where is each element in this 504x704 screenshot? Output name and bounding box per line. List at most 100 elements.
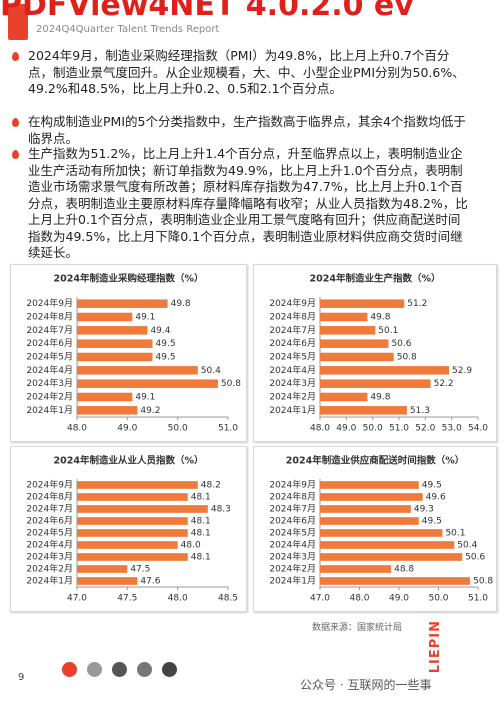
y-tick-label: 2024年9月: [269, 479, 316, 491]
data-label: 47.5: [130, 565, 150, 575]
y-tick-label: 2024年7月: [26, 324, 73, 336]
y-tick-label: 2024年9月: [26, 479, 73, 491]
data-label: 52.9: [452, 366, 472, 376]
data-label: 50.1: [378, 326, 398, 336]
data-label: 51.3: [410, 406, 430, 416]
y-tick-label: 2024年3月: [269, 551, 316, 563]
brand: LIEPIN: [428, 620, 443, 674]
bar: [320, 529, 443, 537]
y-tick-label: 2024年8月: [269, 311, 316, 323]
bar: [77, 366, 198, 375]
icons: [62, 662, 187, 681]
data-label: 50.8: [473, 577, 493, 587]
data-label: 49.8: [370, 393, 390, 403]
x-tick-label: 47.5: [117, 594, 137, 604]
x-tick-label: 49.0: [336, 424, 356, 434]
x-tick-label: 48.0: [310, 424, 330, 434]
y-tick-label: 2024年6月: [26, 515, 73, 527]
y-tick-label: 2024年9月: [269, 297, 316, 309]
data-label: 49.8: [171, 299, 191, 309]
data-label: 49.3: [414, 505, 434, 515]
bar: [320, 505, 411, 513]
x-tick-label: 52.0: [415, 424, 435, 434]
x-tick-label: 48.0: [67, 424, 87, 434]
y-tick-label: 2024年5月: [269, 527, 316, 539]
data-label: 48.1: [191, 493, 211, 503]
bar: [77, 541, 178, 549]
data-label: 49.1: [135, 313, 155, 323]
chart-title: 2024年制造业生产指数（%）: [310, 273, 441, 285]
y-tick-label: 2024年5月: [269, 351, 316, 363]
data-label: 47.6: [140, 577, 160, 587]
bar: [320, 406, 407, 415]
y-tick-label: 2024年6月: [269, 337, 316, 349]
bar: [77, 517, 188, 525]
data-label: 49.5: [156, 353, 176, 363]
bullet: [12, 150, 19, 159]
chart-title: 2024年制造业供应商配送时间指数（%）: [286, 455, 464, 467]
y-tick-label: 2024年8月: [269, 491, 316, 503]
bar: [77, 299, 168, 308]
data-label: 50.4: [201, 366, 221, 376]
x-tick-label: 48.5: [218, 594, 238, 604]
bar: [320, 352, 394, 362]
y-tick-label: 2024年4月: [26, 364, 73, 376]
bar: [77, 339, 153, 348]
bar: [77, 565, 128, 573]
data-label: 50.1: [445, 529, 465, 539]
data-label: 50.6: [465, 553, 485, 563]
bar: [320, 392, 368, 402]
bar: [77, 553, 188, 561]
text: 生产指数为51.2%，比上月上升1.4个百分点，升至临界点以上，表明制造业企业生…: [28, 146, 468, 260]
y-tick-label: 2024年2月: [26, 391, 73, 403]
y-tick-label: 2024年6月: [26, 337, 73, 349]
x-tick-label: 50.0: [363, 424, 383, 434]
data-label: 50.8: [397, 353, 417, 363]
y-tick-label: 2024年5月: [26, 527, 73, 539]
x-tick-label: 51.0: [468, 594, 488, 604]
y-tick-label: 2024年4月: [269, 364, 316, 376]
bar: [320, 553, 463, 561]
x-tick-label: 54.0: [468, 424, 488, 434]
bar: [320, 541, 455, 549]
bar: [77, 392, 133, 402]
y-tick-label: 2024年3月: [269, 377, 316, 389]
y-tick-label: 2024年2月: [269, 391, 316, 403]
page-number: 9: [18, 672, 25, 683]
data-label: 50.6: [391, 339, 411, 349]
x-tick-label: 50.0: [168, 424, 188, 434]
chart: 2024年制造业从业人员指数（%） 47.0 47.5 48.0 48.5 2024年9月…: [10, 446, 247, 612]
bar: [77, 379, 218, 388]
y-tick-label: 2024年1月: [269, 404, 316, 416]
data-label: 49.2: [140, 406, 160, 416]
bar: [77, 505, 208, 513]
data-label: 48.1: [191, 529, 211, 539]
data-label: 48.1: [191, 553, 211, 563]
x-tick-label: 53.0: [442, 424, 462, 434]
wechat-label: 公众号 · 互联网的一些事: [300, 678, 432, 692]
paragraph: 生产指数为51.2%，比上月上升1.4个百分点，升至临界点以上，表明制造业企业生…: [12, 146, 470, 262]
text: 在构成制造业PMI的5个分类指数中，生产指数高于临界点，其余4个指数均低于临界点…: [28, 114, 466, 146]
bullet: [12, 118, 19, 127]
bar: [77, 577, 138, 585]
data-label: 48.2: [201, 481, 221, 491]
chart: 2024年制造业生产指数（%） 48.0 49.0 50.0 51.0 52.0 53.0 5…: [253, 264, 497, 442]
bar: [77, 312, 133, 322]
bar: [320, 366, 450, 375]
bar: [77, 529, 188, 537]
report-title: 2024Q4Quarter Talent Trends Report: [36, 24, 220, 35]
y-tick-label: 2024年4月: [269, 539, 316, 551]
x-tick-label: 49.0: [389, 594, 409, 604]
data-label: 48.3: [211, 505, 231, 515]
paragraph: 在构成制造业PMI的5个分类指数中，生产指数高于临界点，其余4个指数均低于临界点…: [12, 114, 470, 147]
data-label: 49.6: [426, 493, 446, 503]
y-tick-label: 2024年9月: [26, 297, 73, 309]
data-label: 50.8: [221, 379, 241, 389]
y-tick-label: 2024年2月: [269, 563, 316, 575]
x-tick-label: 48.0: [349, 594, 369, 604]
data-label: 49.5: [422, 481, 442, 491]
bar: [320, 339, 389, 348]
y-tick-label: 2024年2月: [26, 563, 73, 575]
chart-title: 2024年制造业从业人员指数（%）: [54, 455, 204, 467]
